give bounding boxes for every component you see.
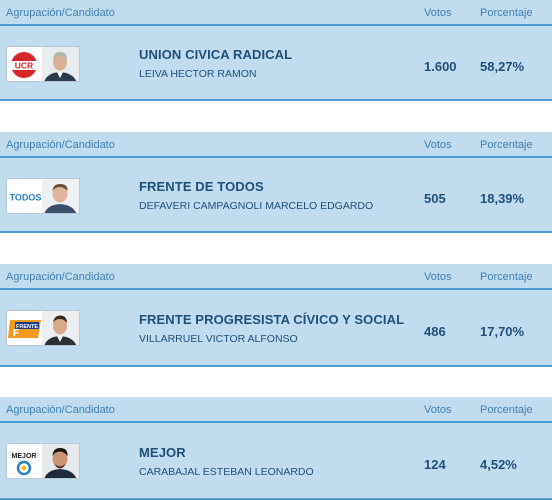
percentage-value: 18,39%	[480, 191, 525, 206]
candidate-name: VILLARRUEL VICTOR ALFONSO	[139, 333, 298, 345]
party-name: UNION CIVICA RADICAL	[139, 47, 293, 62]
header-pct-label: Porcentaje	[480, 139, 533, 151]
header-party-label: Agrupación/Candidato	[6, 271, 115, 283]
table-row: MEJOR MEJOR CARABAJAL ESTEBAN LEONARDO 1…	[0, 423, 552, 500]
party-logo: FRENTE F	[6, 310, 80, 346]
logo-text: TODOS	[10, 193, 42, 203]
votes-value: 1.600	[424, 59, 457, 74]
header-votes-label: Votos	[424, 271, 452, 283]
party-logo: TODOS	[6, 178, 80, 214]
votes-value: 505	[424, 191, 446, 206]
table-header: Agrupación/Candidato Votos Porcentaje	[0, 397, 552, 423]
party-logo: MEJOR	[6, 443, 80, 479]
table-header: Agrupación/Candidato Votos Porcentaje	[0, 264, 552, 290]
logo-text: MEJOR	[12, 453, 37, 460]
candidate-name: LEIVA HECTOR RAMON	[139, 68, 257, 80]
frente-progresista-logo-icon: FRENTE F	[7, 311, 44, 345]
party-name: FRENTE DE TODOS	[139, 179, 264, 194]
header-pct-label: Porcentaje	[480, 271, 533, 283]
candidate-name: CARABAJAL ESTEBAN LEONARDO	[139, 466, 314, 478]
party-logo: UCR	[6, 46, 80, 82]
table-row: TODOS FRENTE DE TODOS DEFAVERI CAMPAGNOL…	[0, 158, 552, 233]
candidate-photo	[42, 444, 79, 478]
header-votes-label: Votos	[424, 404, 452, 416]
candidate-photo	[42, 47, 79, 81]
table-header: Agrupación/Candidato Votos Porcentaje	[0, 0, 552, 26]
candidate-photo	[42, 311, 79, 345]
header-party-label: Agrupación/Candidato	[6, 7, 115, 19]
header-pct-label: Porcentaje	[480, 7, 533, 19]
table-row: FRENTE F FRENTE PROGRESISTA CÍVICO Y SOC…	[0, 290, 552, 367]
result-card-ucr: Agrupación/Candidato Votos Porcentaje UC…	[0, 0, 552, 101]
todos-logo-icon: TODOS	[7, 179, 44, 213]
svg-text:F: F	[13, 328, 19, 339]
candidate-photo	[42, 179, 79, 213]
percentage-value: 17,70%	[480, 324, 525, 339]
votes-value: 486	[424, 324, 446, 339]
result-card-frente-de-todos: Agrupación/Candidato Votos Porcentaje TO…	[0, 132, 552, 233]
votes-value: 124	[424, 457, 446, 472]
header-votes-label: Votos	[424, 139, 452, 151]
header-party-label: Agrupación/Candidato	[6, 139, 115, 151]
mejor-logo-icon: MEJOR	[7, 444, 44, 478]
logo-text: FRENTE	[16, 324, 38, 330]
table-header: Agrupación/Candidato Votos Porcentaje	[0, 132, 552, 158]
header-pct-label: Porcentaje	[480, 404, 533, 416]
percentage-value: 58,27%	[480, 59, 525, 74]
party-name: MEJOR	[139, 445, 186, 460]
logo-text: UCR	[15, 61, 33, 71]
result-card-mejor: Agrupación/Candidato Votos Porcentaje ME…	[0, 397, 552, 500]
header-votes-label: Votos	[424, 7, 452, 19]
candidate-name: DEFAVERI CAMPAGNOLI MARCELO EDGARDO	[139, 200, 374, 212]
table-row: UCR UNION CIVICA RADICAL LEIVA HECTOR RA…	[0, 26, 552, 101]
ucr-logo-icon: UCR	[7, 47, 44, 81]
percentage-value: 4,52%	[480, 457, 517, 472]
header-party-label: Agrupación/Candidato	[6, 404, 115, 416]
party-name: FRENTE PROGRESISTA CÍVICO Y SOCIAL	[139, 312, 405, 327]
result-card-frente-progresista: Agrupación/Candidato Votos Porcentaje FR…	[0, 264, 552, 367]
